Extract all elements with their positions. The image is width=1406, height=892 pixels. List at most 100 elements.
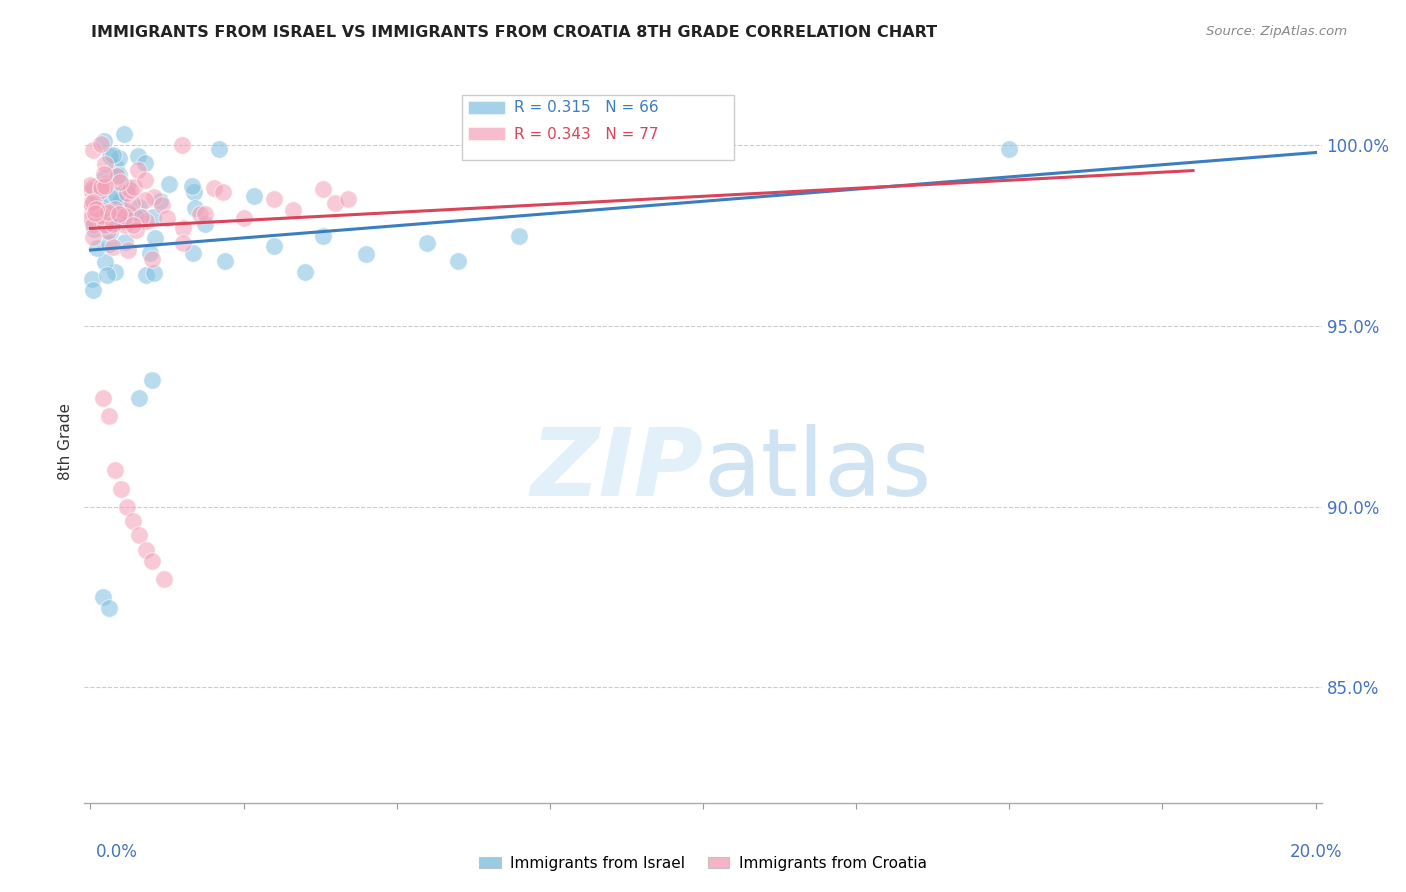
Point — [90, 179, 112, 194]
Point — [263, 193, 285, 207]
Point — [153, 572, 176, 586]
Point — [122, 219, 145, 233]
Point — [117, 205, 139, 219]
Point — [243, 189, 266, 203]
Point — [142, 211, 165, 225]
Point — [135, 214, 157, 228]
FancyBboxPatch shape — [461, 95, 734, 160]
Point — [142, 266, 165, 280]
Text: atlas: atlas — [703, 425, 931, 516]
Point — [211, 185, 233, 199]
Point — [105, 188, 128, 202]
Text: 20.0%: 20.0% — [1291, 843, 1343, 861]
Point — [97, 224, 120, 238]
Text: IMMIGRANTS FROM ISRAEL VS IMMIGRANTS FROM CROATIA 8TH GRADE CORRELATION CHART: IMMIGRANTS FROM ISRAEL VS IMMIGRANTS FRO… — [91, 25, 938, 40]
Point — [93, 157, 115, 171]
Point — [93, 167, 115, 181]
Point — [80, 198, 103, 212]
Point — [121, 196, 143, 211]
Point — [108, 207, 131, 221]
Point — [312, 182, 335, 196]
Point — [141, 252, 163, 266]
Point — [93, 134, 115, 148]
Point — [150, 198, 173, 212]
Point — [263, 239, 285, 253]
Text: ZIP: ZIP — [530, 425, 703, 516]
Point — [194, 217, 217, 231]
Legend: Immigrants from Israel, Immigrants from Croatia: Immigrants from Israel, Immigrants from … — [474, 850, 932, 877]
Point — [139, 246, 162, 260]
Point — [122, 514, 145, 528]
Point — [89, 209, 111, 223]
Point — [98, 236, 121, 251]
Point — [108, 168, 131, 182]
Point — [122, 180, 145, 194]
Point — [208, 142, 231, 156]
Point — [129, 210, 152, 224]
Point — [103, 202, 125, 216]
Point — [188, 207, 211, 221]
Point — [90, 136, 112, 151]
Point — [80, 195, 103, 210]
Point — [82, 218, 104, 232]
Point — [127, 149, 149, 163]
Point — [105, 169, 128, 184]
Point — [86, 241, 108, 255]
Point — [90, 207, 112, 221]
Point — [157, 177, 180, 191]
Point — [998, 142, 1021, 156]
Point — [93, 171, 115, 186]
Point — [134, 172, 156, 186]
Point — [134, 156, 156, 170]
Point — [101, 240, 124, 254]
Point — [125, 223, 148, 237]
Point — [183, 185, 205, 199]
Point — [104, 265, 127, 279]
Point — [104, 463, 127, 477]
Point — [79, 178, 101, 192]
Point — [96, 268, 118, 282]
Point — [82, 194, 104, 209]
Point — [96, 176, 118, 190]
Point — [84, 202, 107, 217]
Point — [149, 194, 172, 209]
Point — [115, 186, 138, 200]
Point — [135, 543, 157, 558]
Point — [134, 193, 156, 207]
Point — [89, 199, 111, 213]
Point — [508, 228, 530, 243]
Point — [115, 500, 138, 514]
Point — [184, 202, 207, 216]
Point — [97, 409, 120, 424]
Point — [214, 254, 236, 268]
Point — [111, 214, 134, 228]
Point — [90, 217, 112, 231]
Point — [98, 191, 121, 205]
Point — [84, 187, 107, 202]
Point — [128, 528, 150, 542]
Point — [83, 222, 105, 236]
Point — [127, 163, 149, 178]
Point — [82, 179, 104, 194]
Point — [416, 235, 439, 250]
Point — [94, 179, 117, 194]
Point — [172, 137, 194, 152]
Point — [82, 143, 104, 157]
Point — [128, 200, 150, 214]
Point — [89, 211, 111, 226]
Point — [97, 600, 120, 615]
Point — [125, 211, 148, 225]
Point — [108, 194, 131, 209]
Point — [115, 179, 138, 194]
Point — [98, 225, 121, 239]
Point — [94, 219, 117, 233]
Point — [82, 214, 104, 228]
Point — [90, 183, 112, 197]
Point — [141, 373, 163, 387]
Point — [281, 203, 304, 218]
Point — [80, 272, 103, 286]
Point — [194, 207, 217, 221]
Point — [232, 211, 254, 225]
Point — [107, 211, 129, 225]
Point — [108, 175, 131, 189]
